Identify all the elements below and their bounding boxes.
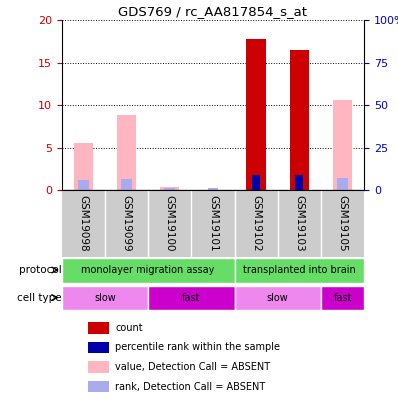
Text: GSM19103: GSM19103 (295, 195, 304, 252)
Text: slow: slow (94, 292, 116, 303)
Text: slow: slow (267, 292, 289, 303)
Bar (88, 322, 109, 334)
Bar (121, 179, 132, 190)
Text: cell type: cell type (17, 292, 62, 303)
Text: monolayer migration assay: monolayer migration assay (82, 265, 215, 275)
Bar (246, 39, 266, 190)
Text: GSM19102: GSM19102 (251, 195, 261, 252)
Bar (88, 381, 109, 392)
Text: GSM19100: GSM19100 (165, 195, 175, 252)
Text: fast: fast (334, 292, 352, 303)
Bar (333, 100, 352, 190)
Bar (295, 175, 303, 190)
Bar (62, 258, 234, 283)
Bar (164, 188, 175, 190)
Bar (208, 188, 218, 190)
Bar (78, 181, 89, 190)
Bar (117, 115, 136, 190)
Text: GSM19098: GSM19098 (78, 195, 88, 252)
Bar (62, 286, 148, 311)
Title: GDS769 / rc_AA817854_s_at: GDS769 / rc_AA817854_s_at (119, 5, 307, 18)
Bar (290, 50, 309, 190)
Text: percentile rank within the sample: percentile rank within the sample (115, 343, 281, 352)
Bar (321, 286, 364, 311)
Text: protocol: protocol (19, 265, 62, 275)
Bar (74, 143, 93, 190)
Text: fast: fast (182, 292, 201, 303)
Bar (160, 188, 179, 190)
Text: GSM19099: GSM19099 (121, 195, 131, 252)
Bar (234, 286, 321, 311)
Text: GSM19101: GSM19101 (208, 195, 218, 252)
Bar (88, 361, 109, 373)
Bar (234, 258, 364, 283)
Text: value, Detection Call = ABSENT: value, Detection Call = ABSENT (115, 362, 271, 372)
Text: transplanted into brain: transplanted into brain (243, 265, 356, 275)
Bar (148, 286, 234, 311)
Bar (252, 175, 260, 190)
Text: GSM19105: GSM19105 (338, 195, 347, 252)
Text: rank, Detection Call = ABSENT: rank, Detection Call = ABSENT (115, 382, 266, 392)
Text: count: count (115, 323, 143, 333)
Bar (88, 342, 109, 353)
Bar (337, 178, 348, 190)
